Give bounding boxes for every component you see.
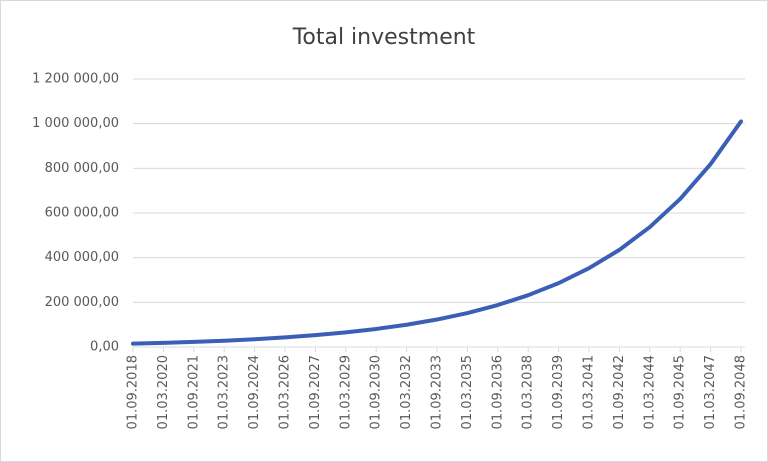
- x-tick-label: 01.03.2029: [338, 355, 353, 429]
- y-tick-label: 200 000,00: [45, 295, 119, 310]
- x-tick-label: 01.09.2045: [673, 355, 688, 429]
- x-tick-label: 01.09.2048: [734, 355, 749, 429]
- x-tick-label: 01.03.2038: [521, 355, 536, 429]
- x-tick-label: 01.03.2032: [399, 355, 414, 429]
- x-tick-label: 01.03.2035: [460, 355, 475, 429]
- x-tick-label: 01.09.2024: [247, 355, 262, 429]
- x-tick-label: 01.03.2047: [703, 355, 718, 429]
- x-tick-label: 01.03.2044: [642, 355, 657, 429]
- x-tick-label: 01.09.2042: [612, 355, 627, 429]
- x-tick-label: 01.09.2039: [551, 355, 566, 429]
- x-tick-label: 01.03.2023: [217, 355, 232, 429]
- y-tick-label: 400 000,00: [45, 250, 119, 265]
- y-tick-label: 0,00: [90, 340, 119, 355]
- x-tick-label: 01.09.2036: [490, 355, 505, 429]
- x-tick-label: 01.09.2027: [308, 355, 323, 429]
- y-tick-label: 600 000,00: [45, 206, 119, 221]
- x-tick-label: 01.03.2020: [156, 355, 171, 429]
- x-tick-label: 01.09.2021: [186, 355, 201, 429]
- x-tick-label: 01.09.2018: [126, 355, 141, 429]
- y-tick-label: 800 000,00: [45, 161, 119, 176]
- x-tick-label: 01.03.2041: [582, 355, 597, 429]
- x-tick-label: 01.09.2030: [369, 355, 384, 429]
- series-line: [131, 119, 743, 346]
- y-tick-label: 1 000 000,00: [32, 116, 119, 131]
- x-tick-label: 01.09.2033: [430, 355, 445, 429]
- chart-title: Total investment: [292, 25, 476, 50]
- y-tick-label: 1 200 000,00: [32, 72, 119, 87]
- x-tick-label: 01.03.2026: [278, 355, 293, 429]
